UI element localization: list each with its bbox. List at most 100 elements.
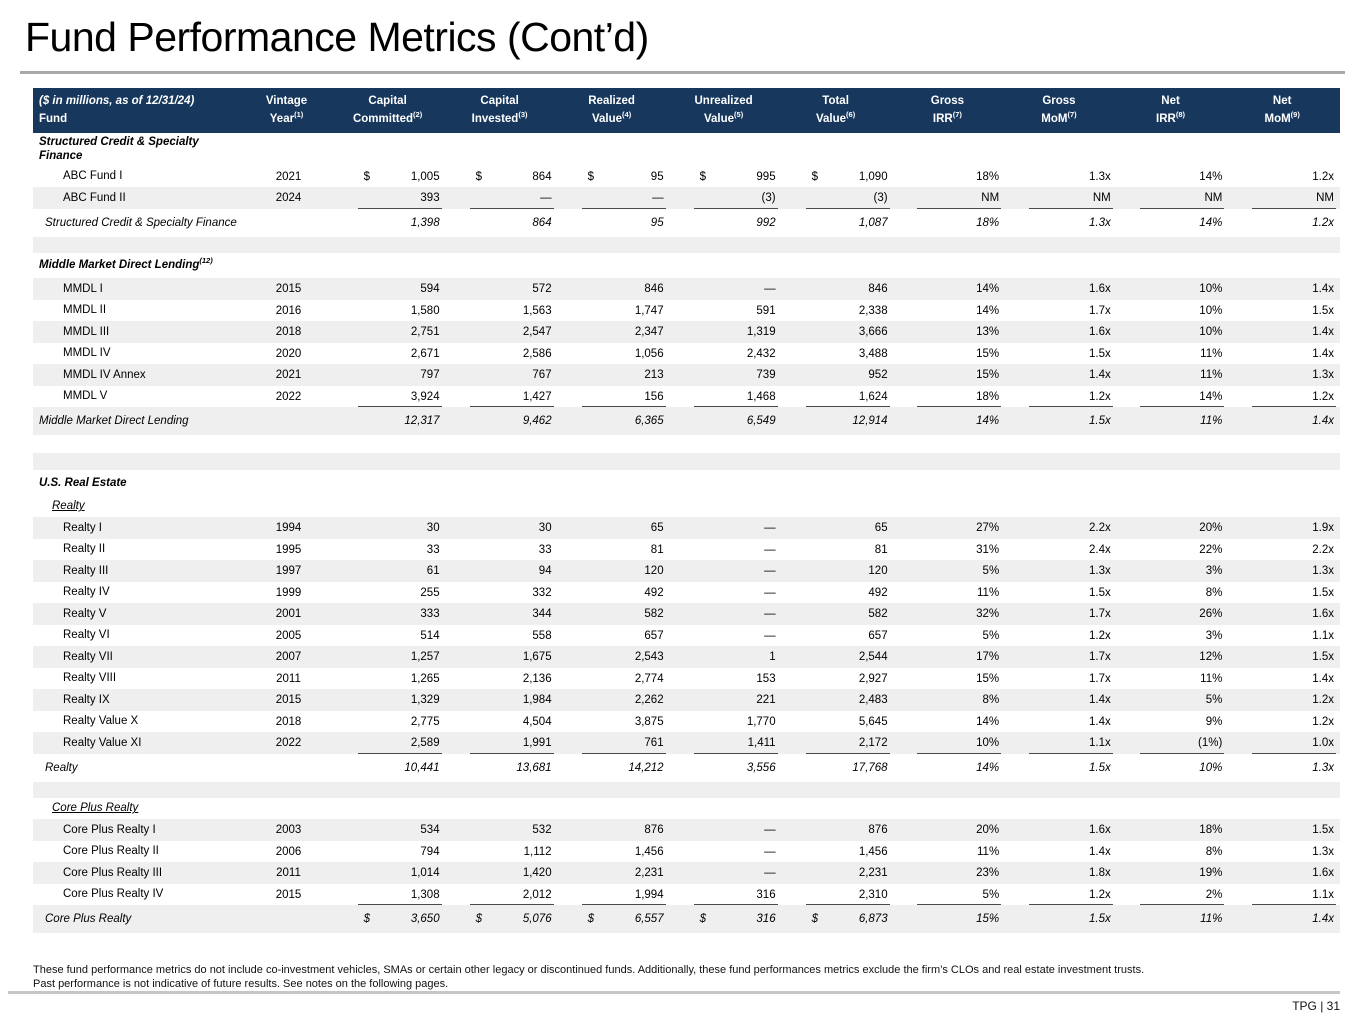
value-cell-gross-irr: 18% — [894, 386, 1006, 408]
value-cell-gross-mom: 1.3x — [1005, 166, 1117, 188]
value-text: 1.3x — [1312, 369, 1334, 381]
value-cell-capital-invested: 94 — [446, 560, 558, 582]
value-cell-realized-value — [558, 253, 670, 279]
value-text: 14% — [976, 761, 1000, 774]
value-cell-unrealized-value: — — [670, 862, 782, 884]
value-cell-capital-invested: 1,984 — [446, 689, 558, 711]
fund-performance-table-wrap: ($ in millions, as of 12/31/24) Fund Vinta… — [33, 88, 1340, 934]
value-cell-gross-irr: 32% — [894, 603, 1006, 625]
value-text: 1.3x — [1312, 761, 1334, 774]
value-cell-net-irr — [1117, 496, 1229, 518]
value-text: 1,056 — [634, 347, 664, 360]
value-cell-capital-committed: 534 — [334, 819, 446, 841]
value-text: 14% — [976, 304, 1000, 317]
value-text: 10% — [1199, 326, 1223, 338]
value-cell-net-irr — [1117, 798, 1229, 820]
value-text: — — [764, 845, 776, 858]
value-cell-realized-value — [558, 470, 670, 496]
value-cell-realized-value: 213 — [558, 364, 670, 386]
value-text: 9% — [1205, 715, 1223, 728]
value-text: 20% — [1199, 522, 1223, 534]
value-text: 32% — [976, 608, 1000, 620]
value-cell-net-irr — [1117, 133, 1229, 166]
value-cell-capital-invested: 30 — [446, 517, 558, 539]
value-text: 15% — [976, 369, 1000, 381]
value-cell-unrealized-value: 3,556 — [670, 754, 782, 782]
value-cell-gross-irr: 15% — [894, 364, 1006, 386]
value-cell-total-value: 2,338 — [782, 300, 894, 322]
value-text: 1.4x — [1312, 415, 1334, 428]
value-text: 11% — [1200, 369, 1223, 381]
value-cell-net-mom: 1.1x — [1228, 625, 1340, 647]
value-cell-total-value: 657 — [782, 625, 894, 647]
value-text: (3) — [873, 192, 888, 204]
value-text: 876 — [868, 824, 888, 836]
value-text: 2,338 — [858, 304, 888, 317]
value-text: 995 — [756, 170, 776, 183]
value-text: 2,586 — [522, 347, 552, 360]
value-text: 1.4x — [1312, 913, 1334, 926]
data-row: Core Plus Realty IV 2015 1,308 2,012 1,994 31… — [33, 884, 1340, 906]
value-cell-capital-invested: 864 — [446, 209, 558, 237]
header-cell-net-mom: Net MoM(9) — [1228, 88, 1340, 133]
title-divider — [20, 71, 1345, 74]
spacer-cell — [33, 435, 1340, 453]
vintage-year-cell — [243, 470, 333, 496]
subheader-row: Realty — [33, 496, 1340, 518]
vintage-year-cell: 2022 — [275, 737, 302, 749]
value-text: 2,543 — [634, 651, 664, 663]
value-text: 1.4x — [1089, 369, 1111, 381]
value-cell-capital-invested: 13,681 — [446, 754, 558, 782]
value-cell-unrealized-value — [670, 470, 782, 496]
value-cell-gross-irr: 5% — [894, 625, 1006, 647]
fund-label: MMDL II — [63, 304, 107, 317]
value-cell-unrealized-value: 992 — [670, 209, 782, 237]
value-cell-total-value: $6,873 — [782, 905, 894, 933]
value-cell-net-mom: 1.6x — [1228, 862, 1340, 884]
value-text: 1.3x — [1312, 845, 1334, 858]
value-cell-net-irr: 11% — [1117, 343, 1229, 365]
value-cell-unrealized-value: 316 — [670, 884, 782, 906]
value-cell-total-value: 2,544 — [782, 646, 894, 668]
value-cell-net-irr: 10% — [1117, 321, 1229, 343]
value-text: 1.5x — [1312, 651, 1334, 663]
value-text: 81 — [650, 543, 664, 556]
vintage-year-cell: 1999 — [275, 586, 302, 599]
value-text: 65 — [650, 522, 664, 534]
value-cell-gross-mom: 1.2x — [1005, 884, 1117, 906]
value-cell-gross-irr: 15% — [894, 905, 1006, 933]
data-row: MMDL II 2016 1,580 1,563 1,747 591 2,338 14% 1.7… — [33, 300, 1340, 322]
value-text: 120 — [868, 565, 888, 577]
vintage-year-cell: 2016 — [275, 304, 302, 317]
value-cell-realized-value: 95 — [558, 209, 670, 237]
value-cell-realized-value: 1,994 — [558, 884, 670, 906]
value-cell-gross-irr: 5% — [894, 884, 1006, 906]
value-cell-net-mom: 1.4x — [1228, 905, 1340, 933]
value-cell-net-irr: 5% — [1117, 689, 1229, 711]
value-text: 1,427 — [522, 390, 552, 403]
value-cell-capital-invested — [446, 470, 558, 496]
value-text: 767 — [532, 369, 552, 381]
value-text: 1.7x — [1089, 608, 1111, 620]
value-text: 1,087 — [858, 216, 888, 229]
value-cell-net-mom — [1228, 133, 1340, 166]
vintage-year-cell — [243, 798, 333, 820]
value-text: — — [764, 543, 776, 556]
value-text: 3,924 — [410, 390, 440, 403]
value-cell-capital-committed — [334, 470, 446, 496]
value-cell-realized-value: 761 — [558, 732, 670, 754]
value-text: 2,927 — [858, 672, 888, 685]
value-cell-gross-irr: 27% — [894, 517, 1006, 539]
value-cell-total-value: 3,488 — [782, 343, 894, 365]
value-cell-gross-mom — [1005, 133, 1117, 166]
data-row: Realty IV 1999 255 332 492 — 492 11% 1.5x 8% 1.5x — [33, 582, 1340, 604]
value-cell-realized-value — [558, 133, 670, 166]
value-cell-net-irr: 20% — [1117, 517, 1229, 539]
value-cell-net-mom: 1.4x — [1228, 321, 1340, 343]
value-text: 332 — [532, 586, 552, 599]
spacer-cell — [33, 782, 1340, 798]
value-cell-net-mom: 1.4x — [1228, 668, 1340, 690]
value-text: 1.2x — [1312, 694, 1334, 706]
value-text: 11% — [1200, 672, 1223, 685]
value-cell-capital-invested — [446, 496, 558, 518]
